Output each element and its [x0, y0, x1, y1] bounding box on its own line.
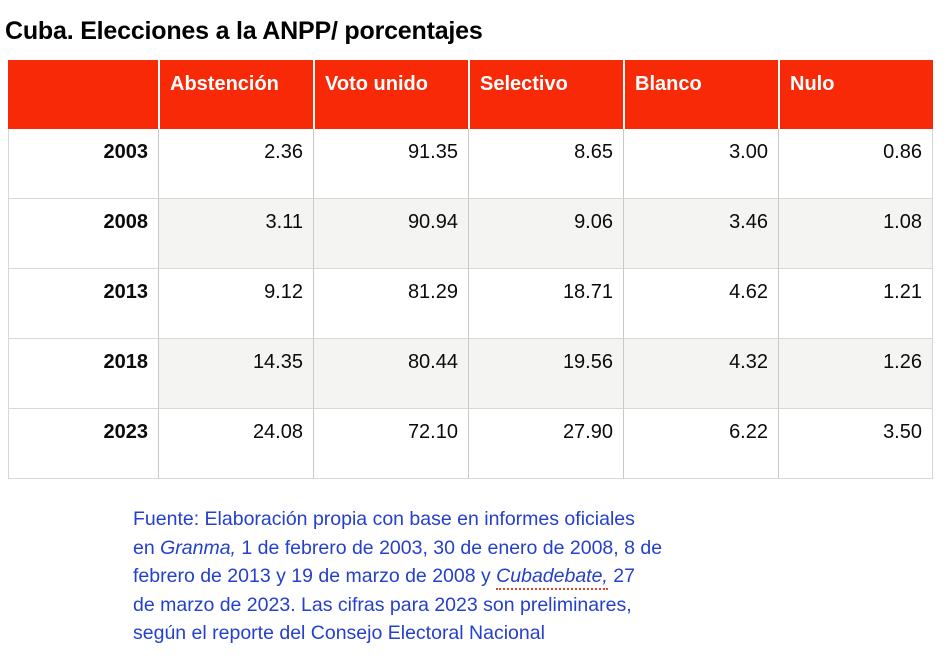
- row-year-cell: 2008: [8, 199, 158, 269]
- value-cell: 8.65: [468, 129, 623, 199]
- value-cell: 3.00: [623, 129, 778, 199]
- header-cell-voto-unido: Voto unido: [313, 60, 468, 129]
- elections-table: Abstención Voto unido Selectivo Blanco N…: [8, 60, 933, 479]
- value-cell: 19.56: [468, 339, 623, 409]
- value-cell: 0.86: [778, 129, 933, 199]
- value-cell: 72.10: [313, 409, 468, 479]
- source-note-line: de marzo de 2023. Las cifras para 2023 s…: [133, 593, 632, 616]
- value-cell: 18.71: [468, 269, 623, 339]
- page-title: Cuba. Elecciones a la ANPP/ porcentajes: [5, 17, 483, 45]
- value-cell: 90.94: [313, 199, 468, 269]
- value-cell: 4.62: [623, 269, 778, 339]
- table-row: 2003 2.36 91.35 8.65 3.00 0.86: [8, 129, 933, 199]
- value-cell: 4.32: [623, 339, 778, 409]
- value-cell: 9.06: [468, 199, 623, 269]
- value-cell: 3.46: [623, 199, 778, 269]
- table-row: 2013 9.12 81.29 18.71 4.62 1.21: [8, 269, 933, 339]
- source-note-line: Fuente: Elaboración propia con base en i…: [133, 508, 635, 530]
- source-note: Fuente: Elaboración propia con base en i…: [133, 505, 773, 648]
- table-header: Abstención Voto unido Selectivo Blanco N…: [8, 60, 933, 129]
- header-cell-empty: [8, 60, 158, 129]
- value-cell: 14.35: [158, 339, 313, 409]
- value-cell: 9.12: [158, 269, 313, 339]
- value-cell: 81.29: [313, 269, 468, 339]
- table-body: 2003 2.36 91.35 8.65 3.00 0.86 2008 3.11 90.94 9.…: [8, 129, 933, 479]
- value-cell: 91.35: [313, 129, 468, 199]
- header-cell-nulo: Nulo: [778, 60, 933, 129]
- header-cell-selectivo: Selectivo: [468, 60, 623, 129]
- row-year-cell: 2013: [8, 269, 158, 339]
- source-note-line: según el reporte del Consejo Electoral N…: [133, 622, 545, 644]
- value-cell: 80.44: [313, 339, 468, 409]
- table-row: 2023 24.08 72.10 27.90 6.22 3.50: [8, 409, 933, 479]
- value-cell: 24.08: [158, 409, 313, 479]
- row-year-cell: 2023: [8, 409, 158, 479]
- source-note-line: en Granma, 1 de febrero de 2003, 30 de e…: [133, 536, 663, 559]
- header-cell-blanco: Blanco: [623, 60, 778, 129]
- source-note-line: febrero de 2013 y 19 de marzo de 2008 y …: [133, 562, 773, 591]
- value-cell: 1.21: [778, 269, 933, 339]
- value-cell: 2.36: [158, 129, 313, 199]
- table-row: 2018 14.35 80.44 19.56 4.32 1.26: [8, 339, 933, 409]
- row-year-cell: 2003: [8, 129, 158, 199]
- value-cell: 3.50: [778, 409, 933, 479]
- value-cell: 6.22: [623, 409, 778, 479]
- value-cell: 1.26: [778, 339, 933, 409]
- value-cell: 1.08: [778, 199, 933, 269]
- table-row: 2008 3.11 90.94 9.06 3.46 1.08: [8, 199, 933, 269]
- value-cell: 3.11: [158, 199, 313, 269]
- row-year-cell: 2018: [8, 339, 158, 409]
- header-cell-abstencion: Abstención: [158, 60, 313, 129]
- value-cell: 27.90: [468, 409, 623, 479]
